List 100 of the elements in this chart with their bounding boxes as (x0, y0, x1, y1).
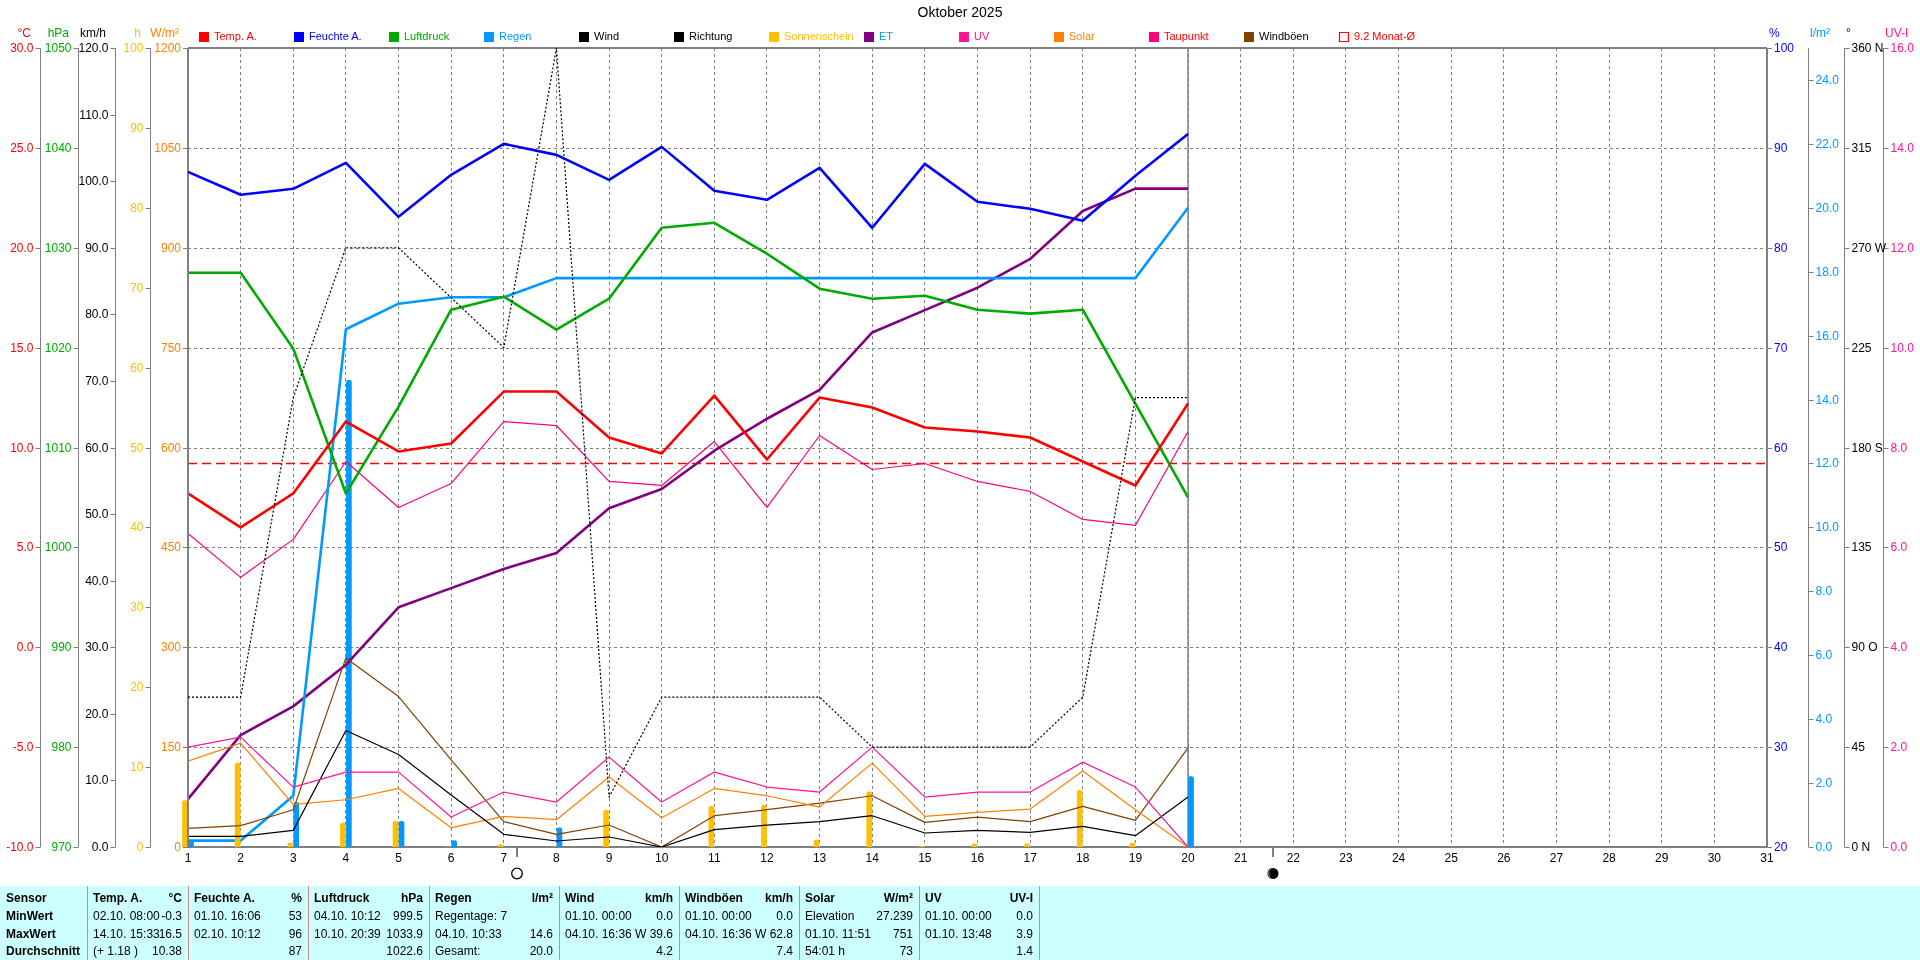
text: 751 (892, 927, 913, 941)
text: 20.0 (529, 944, 553, 958)
x-tick-label: 31 (1760, 850, 1774, 865)
y3-axis-title: ° (1846, 26, 1851, 40)
legend-label: 9.2 Monat-Ø (1354, 30, 1416, 43)
x-tick-label: 26 (1497, 850, 1511, 865)
y-tick-label: 20.0 (85, 706, 109, 721)
y2-tick-label: 990 (51, 639, 72, 654)
text: 01.10. 00:00 (925, 909, 992, 923)
text: W 62.8 (754, 927, 793, 941)
bar (866, 791, 873, 847)
y-tick-label: 100.0 (78, 173, 109, 188)
y-tick-label: 110.0 (79, 107, 109, 122)
legend-label: Windböen (1259, 30, 1309, 43)
y3-tick-label: 90 O (1851, 639, 1878, 654)
y3-tick-label: 450 (160, 539, 182, 554)
y2-axis-title: h (134, 26, 141, 40)
text: Wind (565, 891, 595, 905)
text: 3.9 (1016, 927, 1033, 941)
text: MaxWert (6, 927, 56, 941)
y2-tick-label: 30 (130, 599, 144, 614)
text: 14.6 (529, 927, 553, 941)
y3-tick-label: 20.0 (1815, 200, 1840, 215)
text: 4.2 (656, 944, 673, 958)
bar (761, 805, 767, 847)
y3-axis-title: l/m² (1810, 26, 1830, 40)
y-tick-label: 25.0 (10, 140, 34, 155)
text: 54:01 h (805, 944, 846, 958)
y3-tick-label: 0.0 (1815, 839, 1833, 854)
x-tick-label: 16 (970, 850, 985, 865)
y-tick-label: 10.0 (85, 772, 109, 787)
text: 999.5 (392, 909, 423, 923)
text: 1.4 (1016, 944, 1033, 958)
y2-tick-label: 60 (1774, 440, 1788, 455)
text: W 39.6 (634, 927, 673, 941)
y-tick-label: 0.0 (91, 839, 109, 854)
text: 7.4 (776, 944, 793, 958)
text: 01.10. 13:48 (925, 927, 992, 941)
y-tick-label: 30.0 (85, 639, 109, 654)
y3-tick-label: 24.0 (1815, 72, 1840, 87)
text: 73 (899, 944, 913, 958)
line-series (188, 48, 1189, 798)
legend-label: Feuchte A. (309, 30, 362, 43)
text: °C (168, 891, 182, 905)
legend-label: UV (974, 30, 990, 43)
y-tick-label: 15.0 (10, 340, 34, 355)
text: Durchschnitt (6, 944, 81, 958)
text: 10.10. 20:39 (314, 927, 381, 941)
y2-tick-label: 80 (130, 200, 144, 215)
x-tick-label: 7 (500, 850, 508, 865)
x-tick-label: 9 (605, 850, 613, 865)
x-tick-label: 12 (760, 850, 774, 865)
legend-label: Temp. A. (214, 30, 257, 43)
y3-tick-label: 1050 (154, 140, 182, 155)
y2-tick-label: 1030 (44, 240, 72, 255)
y-tick-label: 10.0 (10, 440, 34, 455)
y-tick-label: 16.0 (1890, 40, 1915, 55)
y3-tick-label: 0 (174, 839, 182, 854)
x-tick-label: 2 (237, 850, 245, 865)
text: Gesamt: (435, 944, 481, 958)
y3-tick-label: 0 N (1851, 839, 1871, 854)
x-tick-label: 15 (918, 850, 932, 865)
y3-tick-label: 1200 (154, 40, 182, 55)
x-tick-label: 28 (1602, 850, 1617, 865)
text: UV (925, 891, 942, 905)
y2-tick-label: 40 (1774, 639, 1788, 654)
text: 02.10. 08:00 (93, 909, 160, 923)
x-tick-label: 11 (708, 850, 721, 865)
bar (346, 380, 352, 847)
y2-axis-title: hPa (47, 26, 70, 40)
x-tick-label: 10 (655, 850, 669, 865)
y-tick-label: 90.0 (85, 240, 109, 255)
legend-label: Sonnenschein (784, 30, 854, 43)
y2-tick-label: 970 (51, 839, 72, 854)
y2-axis-title: % (1769, 26, 1780, 40)
x-tick-label: 14 (865, 850, 880, 865)
text: 87 (288, 944, 302, 958)
y3-tick-label: 8.0 (1815, 583, 1833, 598)
y3-tick-label: 16.0 (1815, 328, 1840, 343)
x-tick-label: 8 (553, 850, 561, 865)
text: 53 (288, 909, 302, 923)
y-tick-label: 4.0 (1890, 639, 1908, 654)
text: 1033.9 (386, 927, 423, 941)
bar (340, 822, 346, 847)
y3-tick-label: 12.0 (1815, 455, 1840, 470)
text: Temp. A. (93, 891, 143, 905)
y3-tick-label: 600 (160, 440, 182, 455)
y-axis-title: °C (17, 26, 32, 40)
text: 96 (288, 927, 302, 941)
text: MinWert (6, 909, 54, 923)
y3-tick-label: 300 (160, 639, 182, 654)
y2-tick-label: 10 (130, 759, 144, 774)
text: W/m² (883, 891, 913, 905)
x-tick-label: 5 (395, 850, 403, 865)
bar (1076, 789, 1083, 847)
text: Sensor (6, 891, 47, 905)
y3-tick-label: 150 (160, 739, 182, 754)
legend-label: Luftdruck (404, 30, 450, 43)
x-tick-label: 3 (289, 850, 297, 865)
x-tick-label: 30 (1707, 850, 1722, 865)
